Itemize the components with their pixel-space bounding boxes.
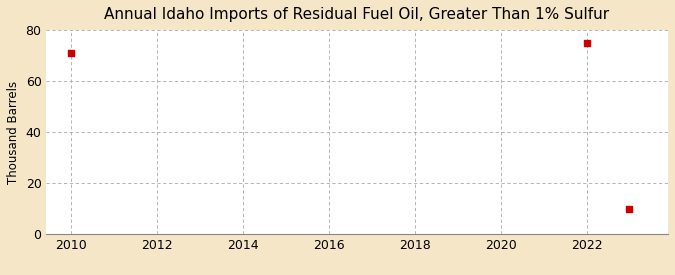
Point bbox=[66, 51, 77, 55]
Y-axis label: Thousand Barrels: Thousand Barrels bbox=[7, 81, 20, 184]
Point bbox=[624, 207, 634, 211]
Title: Annual Idaho Imports of Residual Fuel Oil, Greater Than 1% Sulfur: Annual Idaho Imports of Residual Fuel Oi… bbox=[105, 7, 610, 22]
Point bbox=[581, 41, 592, 45]
